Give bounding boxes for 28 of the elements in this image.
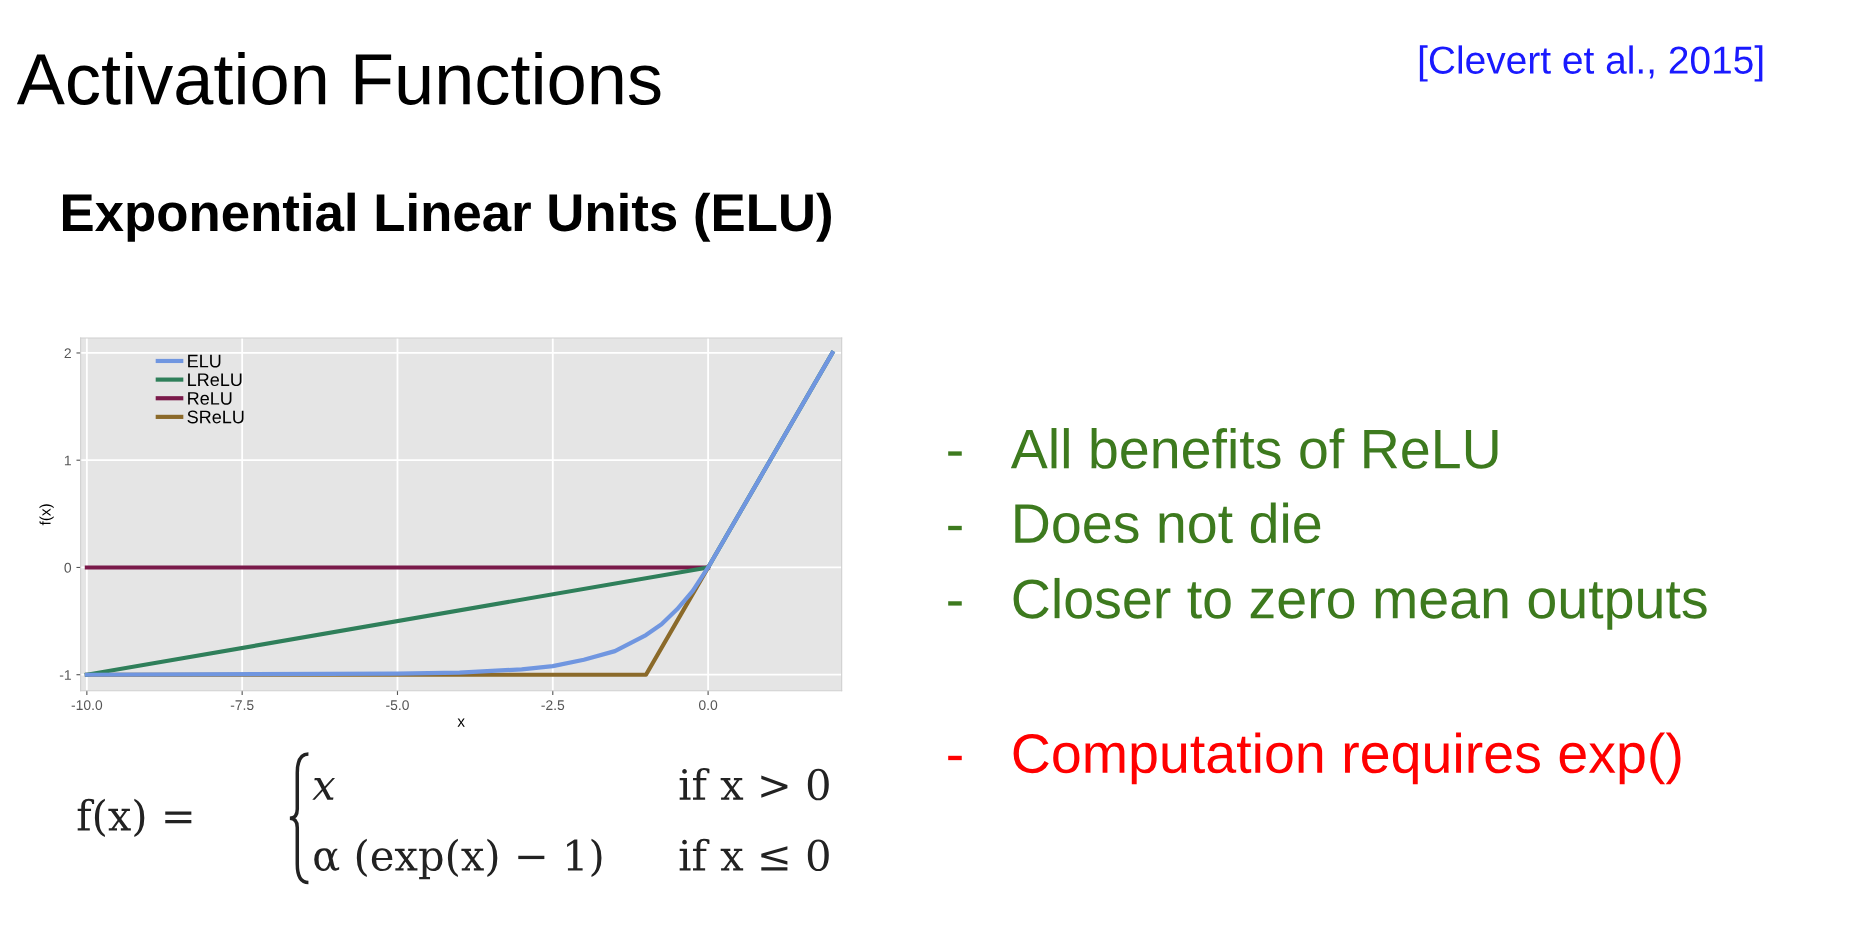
text: x	[312, 778, 336, 800]
chart-title: Activation Functions	[16, 51, 661, 105]
text: - Closer to zero mean outputs	[948, 577, 1707, 630]
line-series	[84, 350, 835, 677]
y-tick-label: 1	[64, 455, 71, 466]
x-tick-label: -2.5	[541, 700, 565, 711]
x-tick-label: -10.0	[71, 700, 103, 711]
chart-subtitle: Exponential Linear Units (ELU)	[62, 192, 831, 242]
legend-label: ELU	[188, 354, 221, 368]
x-tick-label: -5.0	[386, 700, 409, 711]
text: if x > 0	[679, 768, 829, 801]
y-tick-label: -1	[59, 670, 71, 680]
text: α (exp(x) − 1)	[314, 838, 602, 880]
text: - Does not die	[948, 502, 1321, 544]
x-axis-title: x	[457, 718, 465, 727]
legend-label: SReLU	[187, 410, 244, 424]
text: - Computation requires exp()	[948, 732, 1681, 785]
y-tick-label: 0	[64, 562, 72, 573]
legend-label: ReLU	[188, 392, 232, 405]
x-tick-label: -7.5	[230, 700, 254, 711]
y-tick-label: 2	[64, 348, 71, 358]
legend-label: LReLU	[188, 373, 242, 387]
text: f(x) =	[77, 798, 192, 837]
x-tick-label: 0.0	[698, 700, 718, 711]
text: - All benefits of ReLU	[948, 428, 1498, 469]
text: [Clevert et al., 2015]	[1419, 45, 1763, 82]
text: if x ≤ 0	[679, 838, 829, 872]
y-axis-title: f(x)	[39, 504, 54, 526]
